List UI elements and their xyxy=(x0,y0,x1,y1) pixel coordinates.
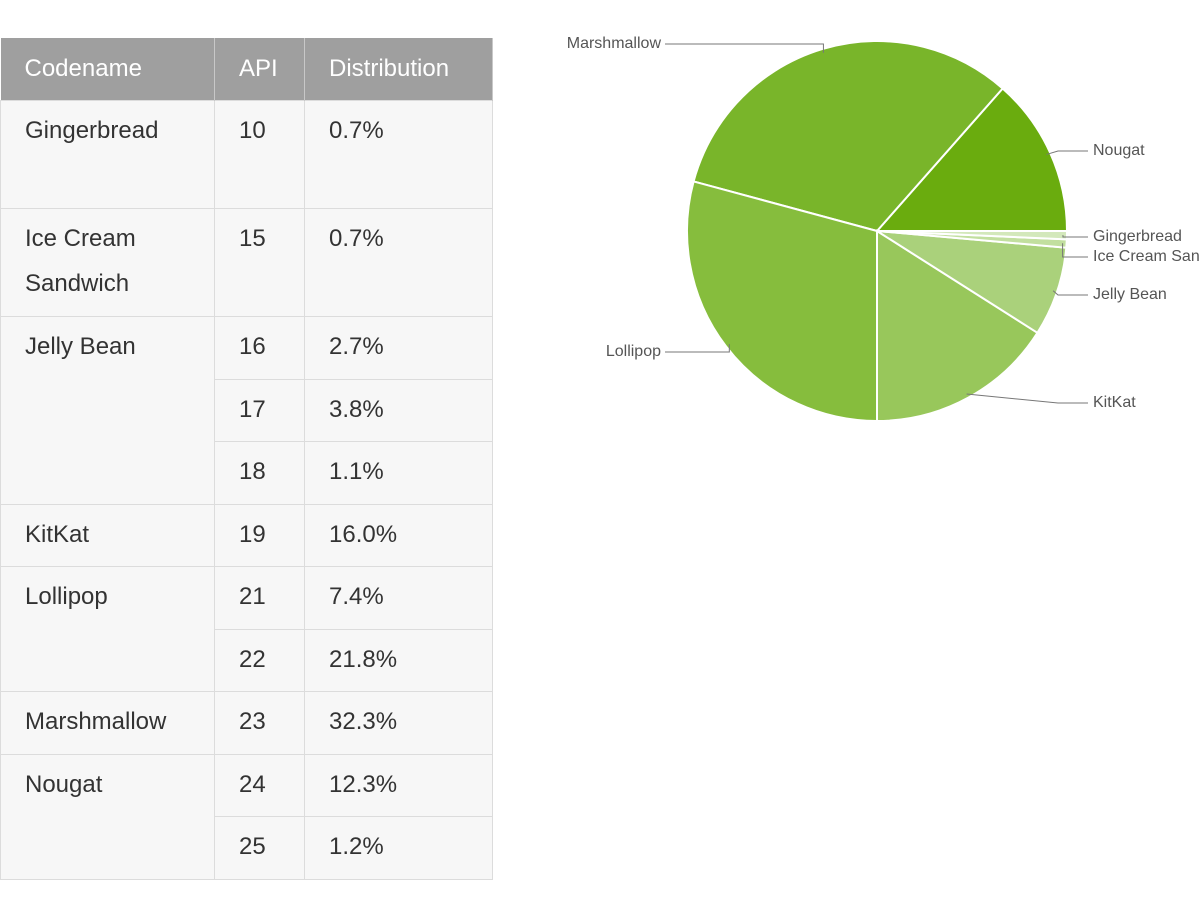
table-row: Lollipop 21 7.4% xyxy=(0,566,493,692)
header-cell: Distribution xyxy=(304,38,493,101)
codename-cell: Nougat xyxy=(0,753,215,880)
pie-slice xyxy=(692,40,1005,233)
codename-cell: Ice Cream Sandwich xyxy=(0,208,215,317)
slice-label: KitKat xyxy=(1093,394,1136,411)
api-cell: 16 xyxy=(214,316,305,380)
leader-line xyxy=(1062,235,1088,238)
leader-line xyxy=(1046,150,1088,155)
api-cell: 25 xyxy=(214,816,305,880)
distribution-cell: 1.1% xyxy=(304,441,493,505)
api-cell: 17 xyxy=(214,378,305,442)
distribution-cell: 7.4% xyxy=(304,566,493,630)
distribution-cell: 21.8% xyxy=(304,628,493,692)
table-row: 22 21.8% xyxy=(1,628,493,692)
api-cell: 19 xyxy=(214,503,305,567)
table-row: Marshmallow 23 32.3% xyxy=(0,691,493,755)
distribution-cell: 1.2% xyxy=(304,816,493,880)
codename-cell: Jelly Bean xyxy=(0,316,215,505)
distribution-cell: 0.7% xyxy=(304,100,493,209)
pie-slice xyxy=(874,87,1069,232)
api-cell: 22 xyxy=(214,628,305,692)
api-cell: 10 xyxy=(214,100,305,209)
pie-slice xyxy=(876,230,1069,241)
api-cell: 23 xyxy=(214,691,305,755)
codename-cell: Marshmallow xyxy=(0,691,215,755)
table-row: Jelly Bean 16 2.7% xyxy=(0,316,493,505)
codename-cell: Gingerbread xyxy=(0,100,215,209)
table-row: 25 1.2% xyxy=(1,816,493,880)
slice-label: Nougat xyxy=(1093,142,1145,159)
table-row: KitKat 19 16.0% xyxy=(0,503,493,567)
codename-cell: Lollipop xyxy=(0,566,215,692)
table-row: Gingerbread 10 0.7% xyxy=(0,100,493,209)
leader-line xyxy=(1062,243,1088,258)
distribution-cell: 16.0% xyxy=(304,503,493,567)
api-cell: 15 xyxy=(214,208,305,317)
pie-slice xyxy=(876,229,1039,423)
api-cell: 21 xyxy=(214,566,305,630)
distribution-cell: 0.7% xyxy=(304,208,493,317)
leader-line xyxy=(665,43,824,53)
slice-label: Lollipop xyxy=(606,343,661,360)
table-row: 17 3.8% xyxy=(1,378,493,442)
leader-line xyxy=(966,393,1088,404)
pie-slice xyxy=(686,180,878,423)
distribution-cell: 12.3% xyxy=(304,753,493,817)
table-row: Ice Cream Sandwich 15 0.7% xyxy=(0,208,493,317)
distribution-cell: 32.3% xyxy=(304,691,493,755)
distribution-cell: 2.7% xyxy=(304,316,493,380)
slice-label: Gingerbread xyxy=(1093,228,1182,245)
table-row: Nougat 24 12.3% xyxy=(0,753,493,880)
slice-label: Jelly Bean xyxy=(1093,286,1167,303)
header-cell: API xyxy=(214,38,305,101)
leader-line xyxy=(665,344,730,353)
header-cell: Codename xyxy=(0,38,215,101)
distribution-table: Codename API Distribution Gingerbread 10 0… xyxy=(0,38,493,880)
slice-label: Marshmallow xyxy=(567,35,662,52)
distribution-cell: 3.8% xyxy=(304,378,493,442)
api-cell: 24 xyxy=(214,753,305,817)
slice-label: Ice Cream Sandwich xyxy=(1093,248,1200,265)
table-body: Gingerbread 10 0.7% Ice Cream Sandwich 15 0.7… xyxy=(0,100,493,880)
header-row: Codename API Distribution xyxy=(0,38,493,101)
leader-line xyxy=(1052,290,1088,296)
